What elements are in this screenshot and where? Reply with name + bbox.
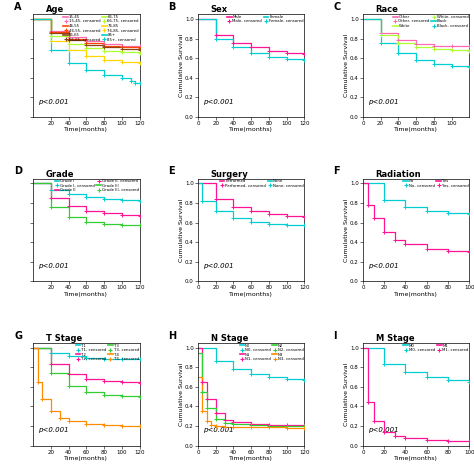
Text: p<0.001: p<0.001 [38,427,69,433]
X-axis label: Time(months): Time(months) [64,456,108,461]
Legend: Male, Male- censored, Female, Female- censored: Male, Male- censored, Female, Female- ce… [226,14,305,24]
Text: p<0.001: p<0.001 [203,99,234,105]
Text: I: I [333,331,337,341]
X-axis label: Time(months): Time(months) [394,128,438,132]
Text: H: H [168,331,176,341]
Text: E: E [168,166,175,176]
Legend: T1, T1- censored, T2, T2- censored, T3, T3- censored, T4, T4- censored: T1, T1- censored, T2, T2- censored, T3, … [75,343,140,362]
Text: p<0.001: p<0.001 [203,427,234,433]
Legend: Performed, Performed- censored, None, None- censored: Performed, Performed- censored, None, No… [219,178,305,189]
Y-axis label: Cumulative Survival: Cumulative Survival [344,363,348,426]
X-axis label: Time(months): Time(months) [229,292,273,297]
Y-axis label: Cumulative Survival: Cumulative Survival [179,198,184,262]
Text: B: B [168,2,176,12]
Text: p<0.001: p<0.001 [368,99,399,105]
Text: p<0.001: p<0.001 [38,263,69,269]
Text: Surgery: Surgery [211,170,248,179]
Text: A: A [14,2,21,12]
Text: C: C [333,2,340,12]
X-axis label: Time(months): Time(months) [64,128,108,132]
Text: Age: Age [46,5,64,14]
Text: p<0.001: p<0.001 [203,263,234,269]
Legend: Grade I, Grade I- censored, Grade II, Grade II- censored, Grade III, Grade III- : Grade I, Grade I- censored, Grade II, Gr… [54,178,140,193]
Text: p<0.001: p<0.001 [368,263,399,269]
X-axis label: Time(months): Time(months) [394,292,438,297]
Text: Sex: Sex [211,5,228,14]
Y-axis label: Cumulative Survival: Cumulative Survival [179,363,184,426]
Text: Race: Race [376,5,399,14]
Text: Grade: Grade [46,170,74,179]
Text: F: F [333,166,340,176]
Legend: Other, Other- censored, White, White- censored, Black, Black- censored: Other, Other- censored, White, White- ce… [392,14,469,29]
Y-axis label: Cumulative Survival: Cumulative Survival [344,34,348,97]
Y-axis label: Cumulative Survival: Cumulative Survival [179,34,184,97]
Text: G: G [14,331,22,341]
X-axis label: Time(months): Time(months) [229,128,273,132]
Text: Radiation: Radiation [376,170,421,179]
Text: p<0.001: p<0.001 [368,427,399,433]
X-axis label: Time(months): Time(months) [64,292,108,297]
Legend: M0, M0- censored, M1, M1- censored: M0, M0- censored, M1, M1- censored [403,343,469,353]
Text: N Stage: N Stage [211,334,248,343]
Text: M Stage: M Stage [376,334,414,343]
X-axis label: Time(months): Time(months) [394,456,438,461]
Legend: No, No- censored, Yes, Yes- censored: No, No- censored, Yes, Yes- censored [403,178,469,189]
X-axis label: Time(months): Time(months) [229,456,273,461]
Text: D: D [14,166,22,176]
Text: T Stage: T Stage [46,334,82,343]
Legend: 15-45, 15-45- censored, 46-55, 46-55- censored, 56-65, 56-65- censored, 66-75, 6: 15-45, 15-45- censored, 46-55, 46-55- ce… [63,14,140,43]
Legend: N0, N0- censored, N1, N1- censored, N2, N2- censored, N3, N3- censored: N0, N0- censored, N1, N1- censored, N2, … [239,343,305,362]
Y-axis label: Cumulative Survival: Cumulative Survival [344,198,348,262]
Text: p<0.001: p<0.001 [38,99,69,105]
